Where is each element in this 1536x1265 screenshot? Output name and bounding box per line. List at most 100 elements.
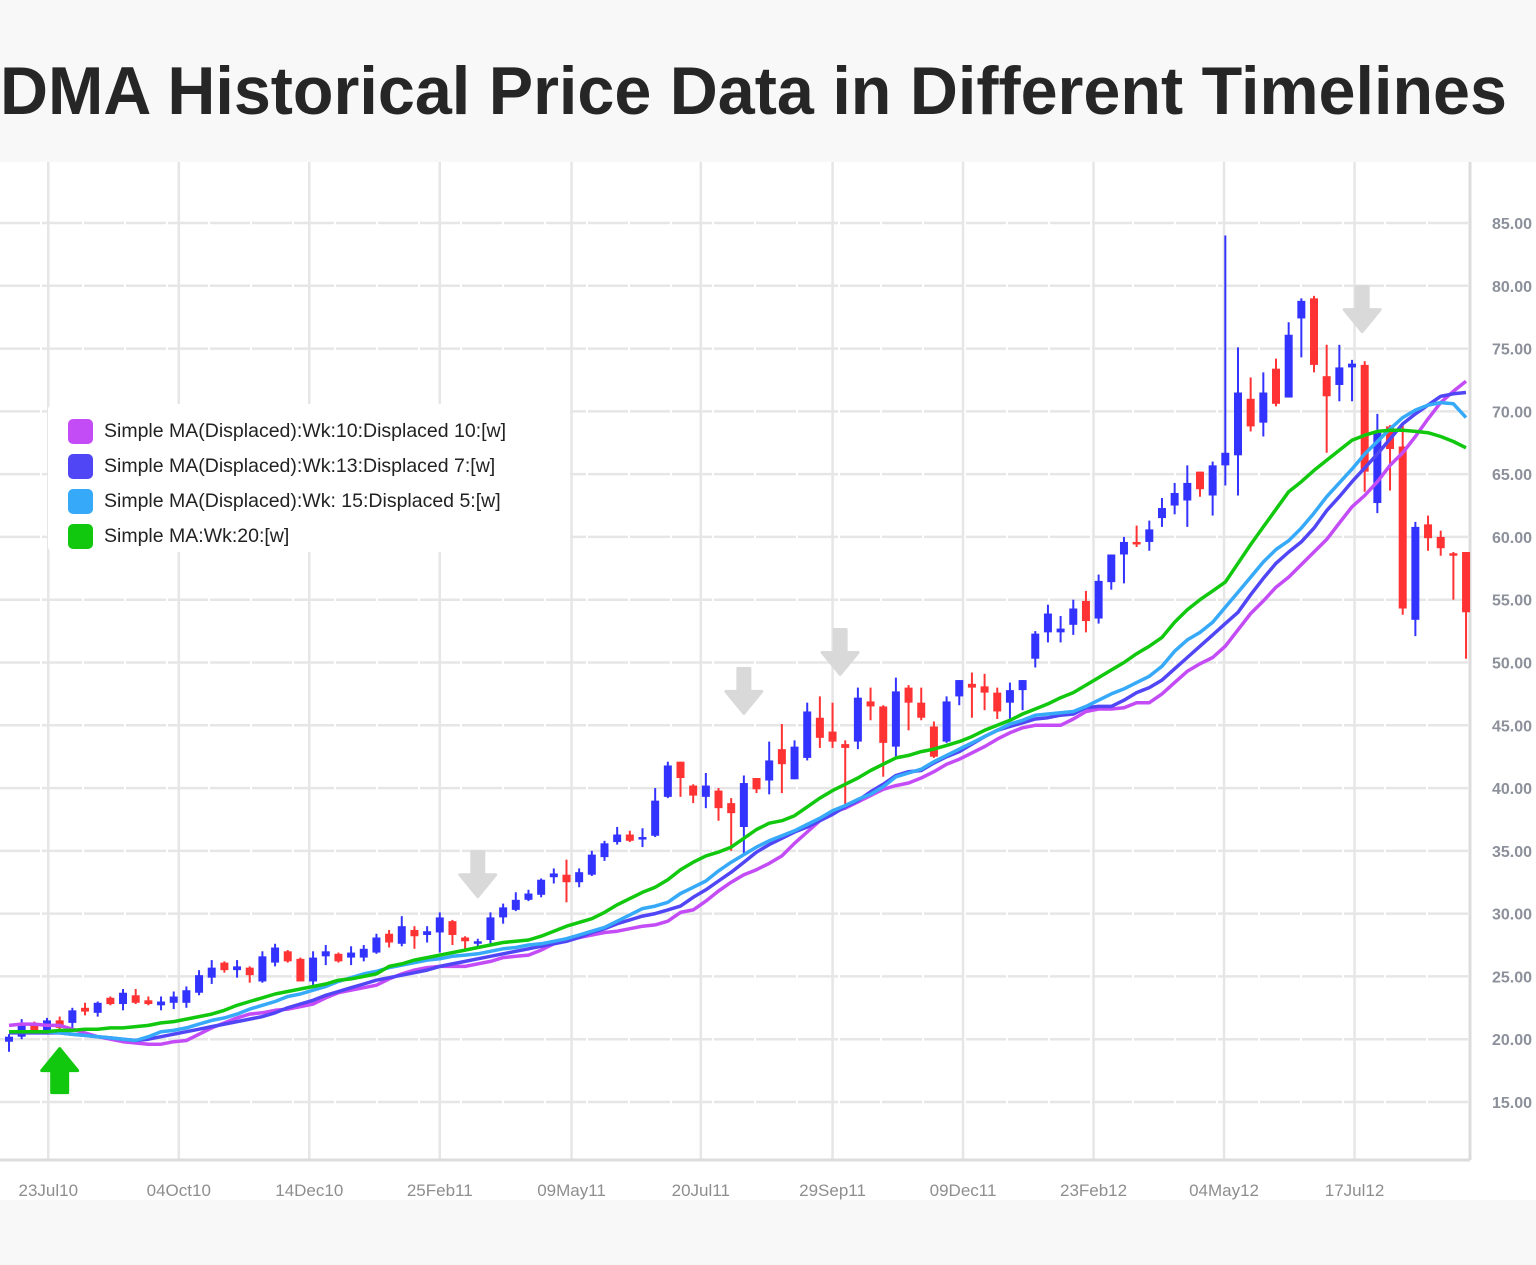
legend-item[interactable]: Simple MA(Displaced):Wk: 15:Displaced 5:… (48, 484, 570, 519)
candle-down (461, 936, 470, 951)
candle-down (625, 830, 634, 843)
x-tick-label: 20Jul11 (672, 1181, 730, 1200)
candle-body (347, 952, 356, 958)
candle-body (1398, 446, 1407, 609)
candle-up (663, 761, 672, 799)
legend-item[interactable]: Simple MA(Displaced):Wk:10:Displaced 10:… (48, 414, 570, 449)
ma-line-1 (8, 379, 1468, 1046)
candle-up (1094, 574, 1103, 624)
y-tick-label: 35.00 (1492, 844, 1532, 861)
candle-body (841, 744, 850, 748)
candle-down (81, 1002, 90, 1016)
y-tick-label: 40.00 (1492, 781, 1532, 798)
candle-body (1411, 526, 1420, 620)
candle-up (1107, 554, 1116, 590)
ma-line-4 (9, 428, 1467, 1034)
candle-down (980, 673, 989, 711)
y-tick-label: 60.00 (1492, 530, 1532, 547)
candle-up (1284, 322, 1293, 398)
legend-item[interactable]: Simple MA(Displaced):Wk:13:Displaced 7:[… (48, 449, 570, 484)
candle-up (1233, 347, 1242, 496)
candle-up (1221, 235, 1230, 486)
candle-up (1411, 521, 1420, 637)
candle-down (828, 702, 837, 748)
candle-up (157, 996, 166, 1011)
candle-body (271, 947, 280, 963)
candle-down (131, 988, 140, 1005)
candle-up (1183, 465, 1192, 527)
candle-body (866, 701, 875, 707)
y-tick-label: 80.00 (1492, 279, 1532, 296)
title-container: DMA Historical Price Data in Different T… (0, 53, 1507, 129)
candle-body (929, 726, 938, 757)
candle-body (131, 995, 140, 1003)
legend-label: Simple MA:Wk:20:[w] (104, 525, 290, 547)
candle-body (486, 917, 495, 941)
candle-up (423, 926, 432, 943)
candle-up (347, 946, 356, 966)
candle-body (562, 874, 571, 883)
candle-up (499, 903, 508, 924)
candle-body (119, 992, 128, 1005)
candle-up (891, 677, 900, 758)
candle-body (701, 785, 710, 797)
candle-body (549, 873, 558, 878)
candle-up (853, 687, 862, 750)
candle-body (1107, 554, 1116, 583)
candle-down (752, 778, 761, 794)
candle-up (68, 1007, 77, 1031)
candle-up (1005, 682, 1014, 720)
legend-item[interactable]: Simple MA:Wk:20:[w] (48, 519, 570, 554)
candle-body (803, 711, 812, 758)
candle-up (1348, 359, 1357, 402)
candle-body (423, 931, 432, 935)
candle-body (296, 958, 305, 982)
candle-up (1018, 680, 1027, 711)
candle-body (638, 837, 647, 840)
candle-body (1259, 392, 1268, 423)
candle-up (1335, 344, 1344, 402)
candle-up (1119, 536, 1128, 584)
candle-up (309, 951, 318, 987)
candle-body (68, 1010, 77, 1023)
candle-body (1424, 524, 1433, 539)
candle-up (1297, 298, 1306, 358)
candle-up (651, 788, 660, 838)
candle-body (714, 790, 723, 809)
candle-body (1373, 432, 1382, 504)
candle-up (942, 696, 951, 743)
candle-body (473, 941, 482, 944)
candle-body (359, 948, 368, 958)
candle-up (372, 933, 381, 954)
candle-up (1145, 520, 1154, 551)
candle-body (689, 785, 698, 796)
x-tick-label: 04Oct10 (147, 1181, 211, 1200)
candle-body (144, 1000, 153, 1005)
down-arrow-icon (724, 666, 764, 715)
candle-body (245, 967, 254, 976)
candle-body (1449, 553, 1458, 556)
x-tick-label: 09Dec11 (930, 1181, 997, 1200)
candle-body (321, 951, 330, 957)
y-tick-label: 75.00 (1492, 342, 1532, 359)
candle-body (815, 717, 824, 738)
candle-down (245, 966, 254, 983)
candle-body (511, 899, 520, 910)
candle-body (195, 975, 204, 993)
candle-down (1246, 377, 1255, 432)
y-tick-label: 30.00 (1492, 907, 1532, 924)
candle-body (157, 1001, 166, 1006)
candle-body (334, 953, 343, 962)
header: DMA Historical Price Data in Different T… (0, 0, 1536, 162)
y-tick-label: 70.00 (1492, 404, 1532, 421)
candle-up (587, 850, 596, 876)
candle-body (993, 692, 1002, 712)
legend-label: Simple MA(Displaced):Wk:10:Displaced 10:… (104, 420, 507, 442)
candle-down (967, 672, 976, 718)
x-tick-label: 14Dec10 (275, 1181, 343, 1200)
candle-down (1272, 358, 1280, 407)
candle-body (5, 1036, 13, 1042)
candle-body (739, 783, 748, 827)
candle-body (853, 697, 862, 742)
candle-up (271, 943, 280, 967)
